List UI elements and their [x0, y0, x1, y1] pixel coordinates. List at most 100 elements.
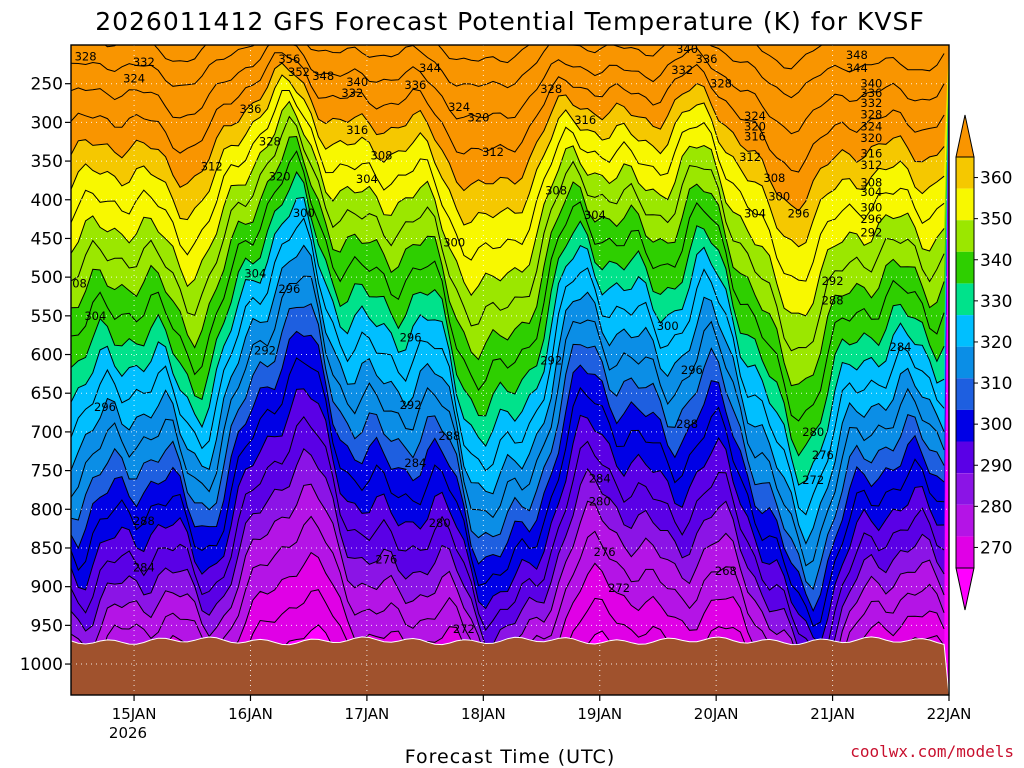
contour-label-328-0: 328: [75, 50, 97, 64]
colorbar-band-0: [956, 157, 974, 189]
y-tick-label-750: 750: [31, 462, 63, 482]
x-tick-label-18JAN: 18JAN: [461, 705, 506, 723]
contour-label-316-37: 316: [744, 129, 766, 143]
x-tick-year-label: 2026: [109, 724, 147, 742]
contour-label-304-31: 304: [860, 185, 882, 199]
contour-label-296-33: 296: [860, 212, 882, 226]
x-tick-label-20JAN: 20JAN: [694, 705, 739, 723]
contour-label-300-51: 300: [293, 206, 315, 220]
contour-label-328-17: 328: [710, 77, 732, 91]
theta-color-layers: [71, 45, 949, 695]
colorbar-label-330: 330: [980, 292, 1012, 312]
isentrope-338: [71, 135, 945, 387]
contour-label-296-61: 296: [400, 331, 422, 345]
contour-label-320-36: 320: [744, 119, 766, 133]
contour-label-336-8: 336: [404, 78, 426, 92]
contour-label-280-78: 280: [429, 516, 451, 530]
x-axis-label: Forecast Time (UTC): [405, 746, 615, 768]
contour-label-356-2: 356: [278, 52, 300, 66]
colorbar-bottom-arrow: [955, 567, 975, 611]
colorbar-label-270: 270: [980, 538, 1012, 558]
dotted-grid: [71, 45, 949, 695]
contour-label-352-3: 352: [288, 65, 310, 79]
contour-label-328-43: 328: [259, 135, 281, 149]
contour-label-272-86: 272: [802, 473, 824, 487]
contour-label-324-35: 324: [744, 109, 766, 123]
contour-label-320-19: 320: [468, 111, 490, 125]
contour-label-340-5: 340: [346, 75, 368, 89]
y-tick-label-400: 400: [31, 191, 63, 211]
colorbar-band-11: [956, 504, 974, 537]
contour-label-340-9: 340: [676, 42, 698, 56]
pressure-axis: 250 300 350 400 450 500 550 600 650 700 750 800 850 9…: [20, 75, 71, 675]
contour-label-332-11: 332: [671, 63, 693, 77]
contour-label-284-66: 284: [1021, 268, 1024, 282]
contour-label-300-32: 300: [860, 201, 882, 215]
y-tick-label-700: 700: [31, 423, 63, 443]
contour-label-296-42: 296: [788, 207, 810, 221]
isentrope-342: [71, 115, 945, 352]
y-tick-label-1000: 1000: [20, 655, 63, 675]
contour-label-316-21: 316: [574, 113, 596, 127]
y-tick-label-950: 950: [31, 616, 63, 636]
colorbar-band-5: [956, 315, 974, 347]
watermark-text: coolwx.com/models: [850, 742, 1014, 761]
x-tick-label-17JAN: 17JAN: [345, 705, 390, 723]
contour-label-292-58: 292: [822, 274, 844, 288]
y-tick-label-500: 500: [31, 268, 63, 288]
theta-layer-366: [71, 45, 949, 134]
colorbar-label-340: 340: [980, 251, 1012, 271]
colorbar: 360 350 340 330 320 310 300 290 280 270: [955, 114, 1012, 611]
isentrope-318: [71, 244, 945, 545]
contour-label-344-7: 344: [419, 61, 441, 75]
colorbar-band-6: [956, 346, 974, 379]
contour-label-292-34: 292: [860, 225, 882, 239]
contour-label-328-25: 328: [860, 108, 882, 122]
contour-label-288-90: 288: [133, 514, 155, 528]
contour-label-312-29: 312: [860, 158, 882, 172]
contour-label-332-6: 332: [341, 86, 363, 100]
contour-label-308-49: 308: [545, 184, 567, 198]
contour-label-296-63: 296: [681, 363, 703, 377]
isentrope-334: [71, 150, 945, 422]
contour-label-296-56: 296: [278, 282, 300, 296]
isentrope-298: [71, 388, 945, 645]
contour-label-312-38: 312: [739, 150, 761, 164]
contour-label-292-73: 292: [400, 398, 422, 412]
contour-label-284-64: 284: [890, 340, 912, 354]
contour-label-308-53: 308: [65, 276, 87, 290]
colorbar-band-7: [956, 378, 974, 410]
contour-label-300-40: 300: [768, 190, 790, 204]
colorbar-label-320: 320: [980, 333, 1012, 353]
contour-label-304-50: 304: [584, 208, 606, 222]
contour-label-284-76: 284: [404, 456, 426, 470]
contour-label-332-24: 332: [860, 96, 882, 110]
contour-label-268-87: 268: [715, 564, 737, 578]
contour-label-316-28: 316: [860, 146, 882, 160]
contour-label-276-85: 276: [812, 448, 834, 462]
terrain-surface: [71, 636, 949, 695]
contour-label-328-16: 328: [540, 82, 562, 96]
contour-label-308-30: 308: [860, 176, 882, 190]
contour-label-280-79: 280: [589, 495, 611, 509]
y-tick-label-300: 300: [31, 113, 63, 133]
contour-label-344-13: 344: [846, 61, 868, 75]
isentrope-370: [71, 45, 945, 99]
isentrope-374: [104, 45, 823, 70]
contour-label-324-18: 324: [448, 100, 470, 114]
contour-label-292-62: 292: [540, 354, 562, 368]
contour-label-312-44: 312: [201, 160, 223, 174]
isentrope-354: [71, 74, 945, 248]
chart-title: 2026011412 GFS Forecast Potential Temper…: [95, 7, 925, 36]
isentrope-294: [71, 415, 945, 661]
theta-layer-370: [71, 45, 949, 98]
contour-label-324-14: 324: [123, 71, 145, 85]
contour-label-304-41: 304: [744, 207, 766, 221]
contour-label-292-60: 292: [254, 344, 276, 358]
isentrope-362: [71, 52, 945, 173]
isentrope-350: [71, 90, 945, 282]
contour-label-312-48: 312: [482, 145, 504, 159]
colorbar-label-310: 310: [980, 374, 1012, 394]
